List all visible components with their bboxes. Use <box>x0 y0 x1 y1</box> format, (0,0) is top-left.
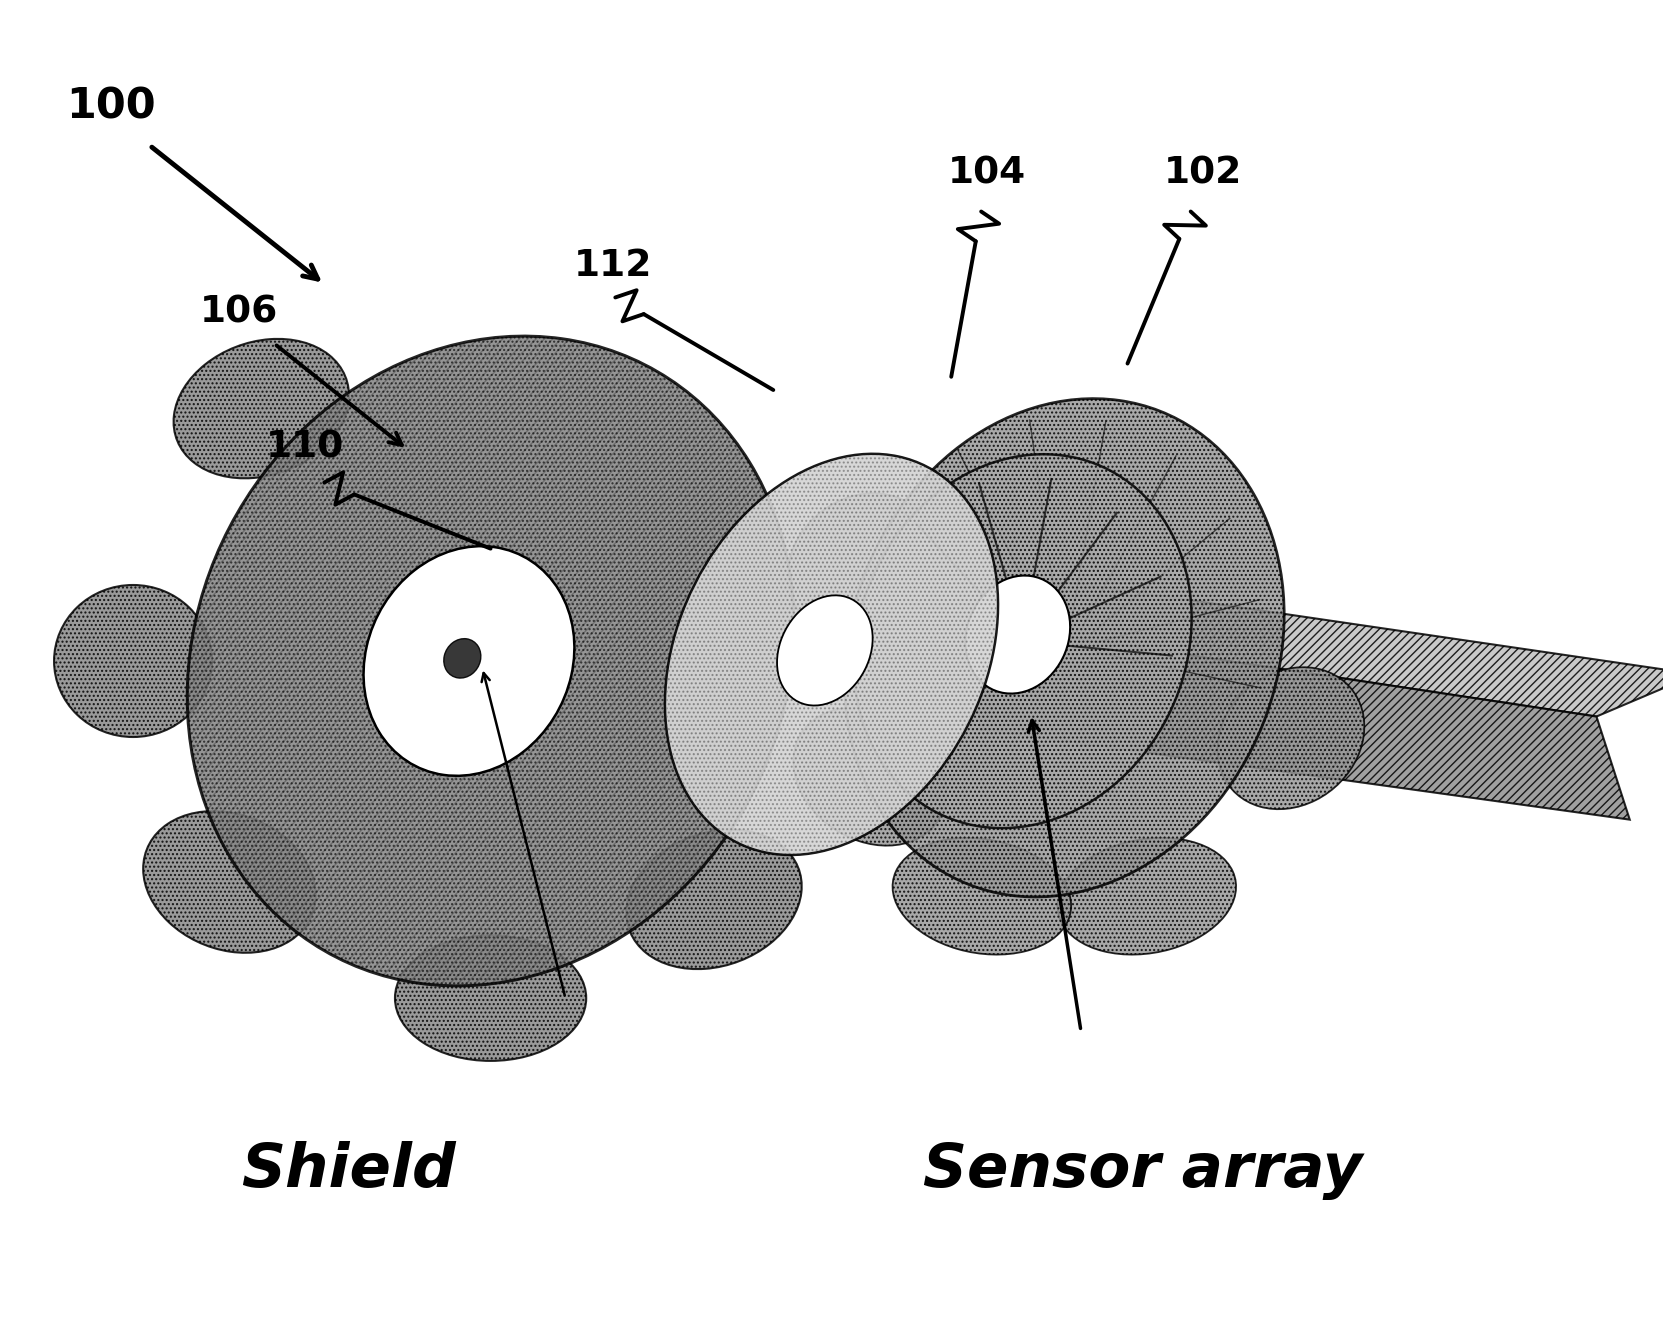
Ellipse shape <box>665 453 998 855</box>
Ellipse shape <box>53 584 213 738</box>
Text: 106: 106 <box>200 295 278 330</box>
Ellipse shape <box>965 575 1071 694</box>
Ellipse shape <box>364 546 574 776</box>
Text: 102: 102 <box>1164 156 1242 192</box>
Text: 100: 100 <box>67 86 156 128</box>
Text: Shield: Shield <box>241 1141 456 1200</box>
Ellipse shape <box>190 337 792 985</box>
Ellipse shape <box>173 338 349 479</box>
Polygon shape <box>965 621 1630 820</box>
Ellipse shape <box>777 595 873 706</box>
Ellipse shape <box>845 399 1284 896</box>
Ellipse shape <box>788 493 935 635</box>
Ellipse shape <box>143 812 316 953</box>
Text: Sensor array: Sensor array <box>923 1141 1362 1200</box>
Ellipse shape <box>1217 668 1364 809</box>
Ellipse shape <box>188 336 793 986</box>
Ellipse shape <box>1058 838 1236 954</box>
Ellipse shape <box>667 455 996 854</box>
Text: 112: 112 <box>574 249 652 284</box>
Ellipse shape <box>893 838 1071 954</box>
Ellipse shape <box>394 936 585 1060</box>
Ellipse shape <box>444 639 481 678</box>
Ellipse shape <box>793 707 946 846</box>
Text: 104: 104 <box>948 156 1026 192</box>
Polygon shape <box>965 582 1663 717</box>
Ellipse shape <box>627 830 802 969</box>
Ellipse shape <box>853 455 1192 828</box>
Text: 110: 110 <box>266 430 344 465</box>
